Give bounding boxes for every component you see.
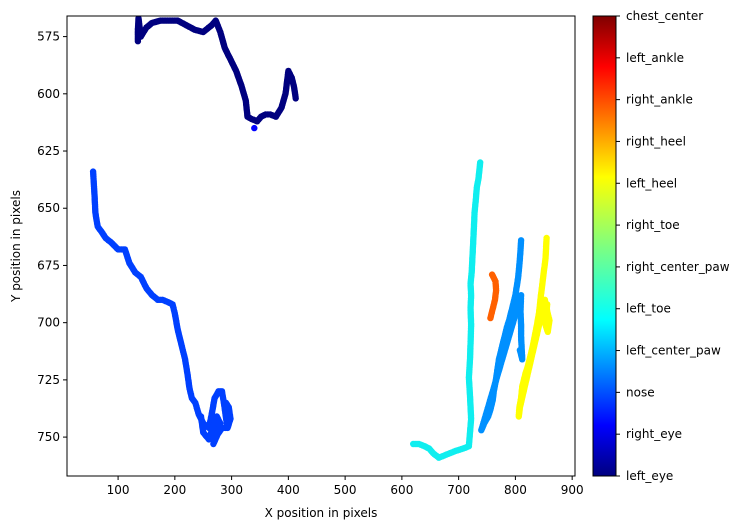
data-point — [197, 413, 205, 420]
data-point — [477, 159, 484, 166]
x-tick-label: 700 — [447, 483, 470, 497]
y-tick-label: 600 — [37, 87, 60, 101]
y-tick-label: 650 — [37, 201, 60, 215]
x-axis-title: X position in pixels — [265, 506, 378, 520]
series-left_eye — [134, 16, 299, 125]
y-tick-label: 700 — [37, 316, 60, 330]
colorbar-labels: left_eye right_eye nose left_center_paw left… — [616, 9, 730, 483]
colorbar-label: left_toe — [626, 302, 671, 316]
series-left_center_paw — [478, 237, 526, 434]
colorbar-label: left_eye — [626, 469, 673, 483]
y-tick-label: 750 — [37, 430, 60, 444]
colorbar-label: right_center_paw — [626, 260, 730, 274]
data-point — [251, 124, 258, 132]
series-left_heel — [515, 234, 553, 420]
colorbar — [592, 15, 617, 477]
colorbar-label: left_ankle — [626, 51, 684, 65]
y-tick-label: 675 — [37, 258, 60, 272]
y-tick-label: 725 — [37, 373, 60, 387]
y-axis: 575 600 625 650 675 700 725 750 — [37, 30, 67, 444]
x-tick-label: 400 — [277, 483, 300, 497]
data-point — [488, 271, 496, 278]
x-tick-label: 500 — [334, 483, 357, 497]
colorbar-label: right_heel — [626, 134, 686, 148]
x-tick-label: 100 — [107, 483, 130, 497]
colorbar-label: nose — [626, 385, 655, 399]
x-tick-label: 300 — [220, 483, 243, 497]
x-tick-label: 600 — [390, 483, 413, 497]
data-point — [544, 301, 551, 308]
x-tick-label: 200 — [163, 483, 186, 497]
colorbar-label: right_ankle — [626, 93, 693, 107]
y-tick-label: 575 — [37, 30, 60, 44]
colorbar-label: right_eye — [626, 427, 682, 441]
series-left_toe — [410, 159, 484, 461]
colorbar-label: right_toe — [626, 218, 680, 232]
colorbar-label: chest_center — [626, 9, 703, 23]
x-axis: 100 200 300 400 500 600 700 800 900 — [107, 476, 584, 497]
series-right_eye — [251, 124, 258, 132]
y-tick-label: 625 — [37, 144, 60, 158]
x-tick-label: 800 — [504, 483, 527, 497]
scatter-points — [89, 16, 553, 461]
series-nose — [89, 168, 234, 448]
colorbar-label: left_center_paw — [626, 344, 721, 358]
data-point — [516, 346, 524, 354]
plot-frame — [66, 15, 576, 477]
series-right_heel — [487, 271, 500, 322]
x-tick-label: 900 — [561, 483, 584, 497]
data-point — [292, 95, 299, 102]
y-axis-title: Y position in pixels — [9, 190, 23, 303]
colorbar-label: left_heel — [626, 176, 677, 190]
